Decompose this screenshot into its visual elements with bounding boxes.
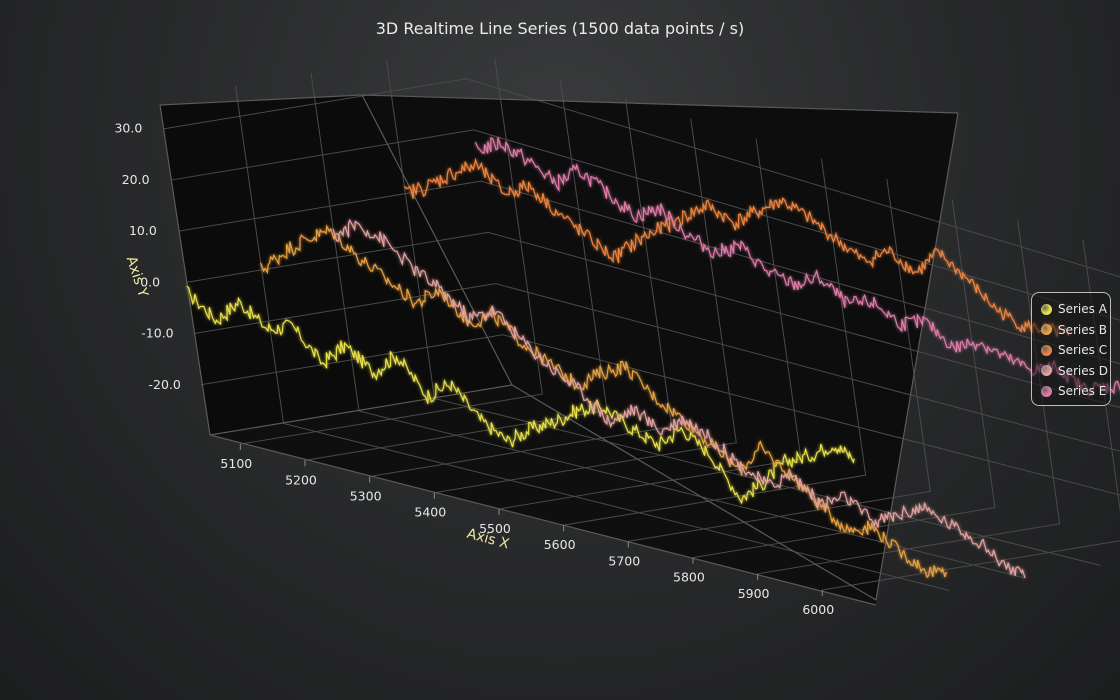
box-outline [159, 94, 959, 606]
legend-label: Series E [1058, 384, 1107, 399]
x-axis-ticks: 5100 5200 5300 5400 5500 5600 5700 5800 5900 6000 [220, 444, 834, 617]
x-tick-label: 6000 [802, 602, 834, 617]
series-line-series-d [332, 218, 1026, 579]
chart-title: 3D Realtime Line Series (1500 data point… [376, 19, 744, 38]
grid-line-x [498, 138, 802, 510]
legend-swatch [1041, 385, 1052, 397]
back-wall [362, 95, 958, 600]
y-tick-label: 0.0 [140, 274, 160, 289]
series-line-series-c [403, 157, 1070, 337]
grid-line-y [171, 129, 1120, 321]
x-tick-label: 5300 [350, 489, 382, 504]
x-tick-label: 5100 [220, 456, 252, 471]
series-line-series-b [260, 224, 948, 579]
grid-line-y [186, 231, 1120, 408]
y-tick-label: -10.0 [141, 326, 173, 341]
x-tick-label: 5900 [738, 586, 770, 601]
grid-line-y [178, 180, 1120, 365]
legend-swatch [1041, 365, 1052, 377]
grid-line-x [240, 58, 543, 445]
y-tick-label: -20.0 [149, 377, 181, 392]
y-tick-label: 30.0 [114, 121, 142, 136]
legend-label: Series C [1058, 343, 1108, 358]
y-axis-ticks: 30.0 20.0 10.0 0.0 -10.0 -20.0 [114, 121, 181, 392]
legend-item[interactable]: Series C [1041, 340, 1110, 361]
left-wall [160, 95, 512, 435]
grid-line-x [628, 178, 931, 542]
legend: Series A Series B Series C Series D Series E [1031, 292, 1111, 406]
grid-line-y [193, 283, 1120, 452]
grid-line-x [434, 118, 737, 494]
grid-line-z [310, 72, 1026, 579]
legend-item[interactable]: Series E [1041, 381, 1110, 402]
x-tick-label: 5700 [608, 553, 640, 568]
x-tick-label: 5600 [544, 537, 576, 552]
x-tick-label: 5500 [479, 521, 511, 536]
grid-line-z [235, 85, 950, 591]
floor-plane [210, 385, 876, 605]
legend-label: Series D [1058, 363, 1108, 378]
x-tick-label: 5200 [285, 472, 317, 487]
legend-swatch [1041, 303, 1052, 315]
grid-line-y [164, 78, 1120, 278]
legend-item[interactable]: Series D [1041, 361, 1110, 382]
legend-item[interactable]: Series A [1041, 299, 1110, 320]
legend-label: Series A [1058, 302, 1107, 317]
y-tick-label: 20.0 [122, 172, 150, 187]
series-line-series-a [186, 285, 855, 505]
grid-line-x [563, 158, 867, 526]
y-tick-label: 10.0 [129, 223, 157, 238]
legend-swatch [1041, 344, 1052, 356]
legend-swatch [1041, 324, 1052, 336]
x-tick-label: 5800 [673, 570, 705, 585]
grid-line-x [692, 199, 996, 559]
legend-item[interactable]: Series B [1041, 320, 1110, 341]
legend-label: Series B [1058, 322, 1107, 337]
grid-line-y [200, 334, 1120, 496]
x-tick-label: 5400 [414, 505, 446, 520]
grid-line-x [369, 98, 673, 478]
